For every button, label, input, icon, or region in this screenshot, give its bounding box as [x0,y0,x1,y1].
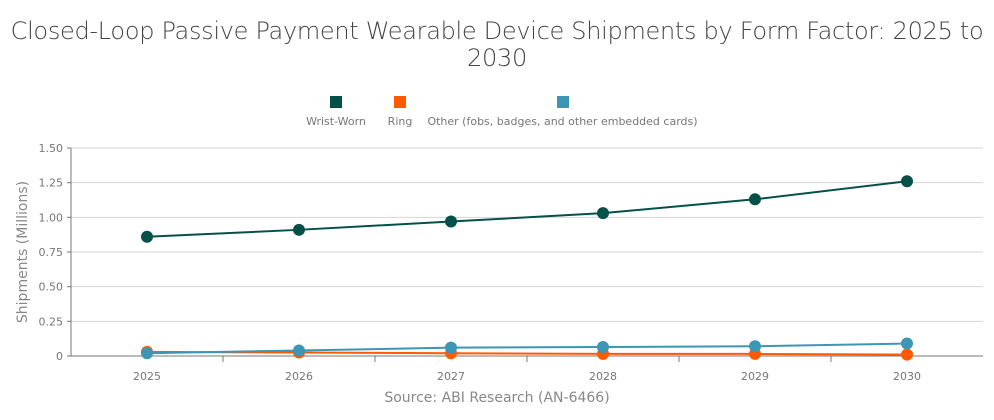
legend-swatch [394,96,406,108]
y-tick-label: 1.25 [39,177,64,190]
legend-swatch [556,96,569,108]
y-tick-label: 0.50 [39,281,64,294]
data-point-2-5 [901,337,913,350]
y-tick-label: 0.75 [39,246,64,259]
legend-item-wrist-worn[interactable]: Wrist-Worn [300,96,372,128]
x-tick-label: 2028 [589,370,617,383]
data-point-2-1 [293,344,305,357]
x-tick-label: 2025 [133,370,161,383]
data-point-1-5 [901,348,913,361]
legend-item-ring[interactable]: Ring [380,96,420,128]
data-point-2-2 [445,341,457,354]
series-line-0 [146,180,908,238]
legend-item-other[interactable]: Other (fobs, badges, and other embedded … [425,96,700,128]
data-point-2-4 [749,340,761,353]
data-point-0-4 [749,193,761,206]
x-tick-label: 2030 [893,370,921,383]
series-line-2 [146,342,908,355]
data-point-2-3 [597,340,609,353]
data-point-0-0 [141,230,153,243]
data-point-0-5 [901,175,913,188]
y-tick-label: 1.50 [39,142,64,155]
data-point-0-3 [597,207,609,220]
y-tick-label: 0 [56,350,63,363]
data-point-0-1 [293,223,305,236]
x-tick-label: 2027 [437,370,465,383]
legend-swatch [330,96,342,108]
legend-label: Other (fobs, badges, and other embedded … [427,115,698,128]
x-tick-label: 2029 [741,370,769,383]
series-line-1 [146,350,908,356]
chart-source: Source: ABI Research (AN-6466) [384,390,610,406]
data-point-2-0 [141,347,153,360]
legend-label: Wrist-Worn [306,115,366,128]
y-tick-label: 0.25 [39,315,64,328]
data-point-0-2 [445,215,457,228]
y-tick-label: 1.00 [39,211,64,224]
y-axis-label: Shipments (Millions) [15,181,31,323]
legend-label: Ring [387,115,413,128]
x-tick-label: 2026 [285,370,313,383]
chart-title: Closed-Loop Passive Payment Wearable Dev… [10,17,984,72]
